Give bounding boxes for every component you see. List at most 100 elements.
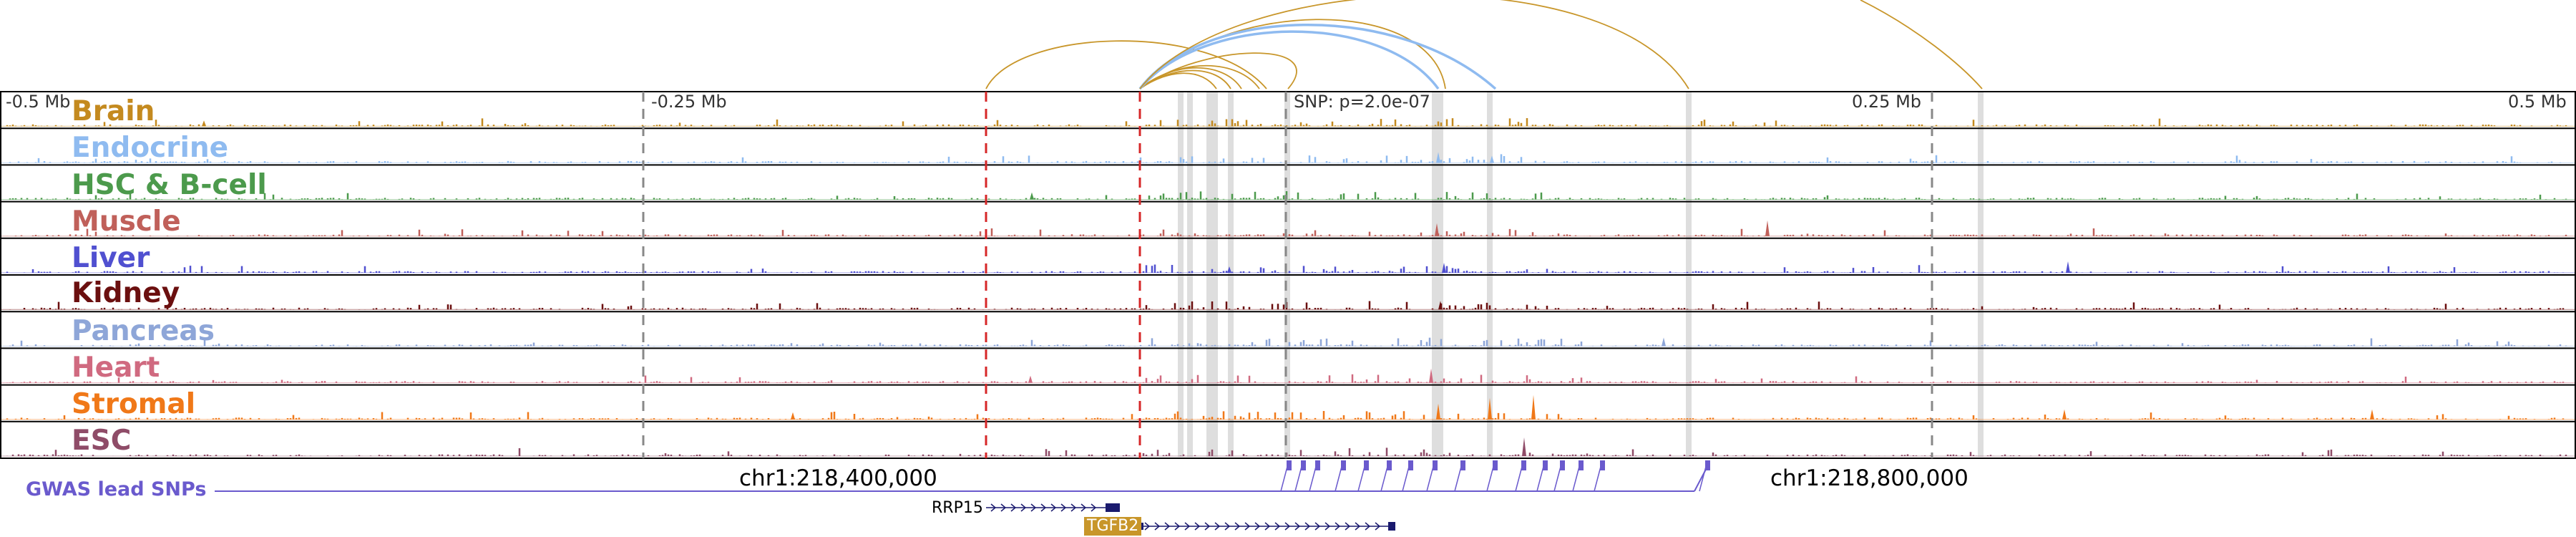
gene-strand-arrow: [1154, 522, 1161, 531]
track-label-brain: Brain: [72, 95, 155, 127]
scale-label-right-quarter: 0.25 Mb: [1852, 92, 1922, 112]
signal-peak-tall: [202, 120, 206, 127]
gwas-snp-marker: [1433, 460, 1438, 470]
gwas-snp-marker: [1705, 460, 1710, 470]
gene-label-tgfb2: TGFB2: [1084, 517, 1142, 536]
track-label-muscle: Muscle: [72, 205, 181, 238]
track-label-stromal: Stromal: [72, 388, 196, 420]
coordinate-label-right: chr1:218,800,000: [1770, 465, 1968, 491]
gene-strand-arrow: [1204, 522, 1211, 531]
track-label-pancreas: Pancreas: [72, 315, 215, 347]
gwas-snp-marker: [1364, 460, 1369, 470]
signal-peak-tall: [1227, 266, 1231, 273]
gene-strand-arrow: [1194, 522, 1201, 531]
scale-label-right: 0.5 Mb: [2508, 92, 2567, 112]
track-label-heart: Heart: [72, 352, 160, 384]
interaction-arc: [1139, 0, 1689, 90]
gene-strand-arrow: [1375, 522, 1381, 531]
gwas-snp-marker: [1301, 460, 1306, 470]
signal-peak-tall: [1490, 155, 1494, 163]
gwas-snp-marker: [1560, 460, 1565, 470]
gwas-snp-marker: [1287, 460, 1292, 470]
signal-peak-tall: [1435, 223, 1439, 236]
signal-peak-tall: [2062, 409, 2067, 420]
track-label-kidney: Kidney: [72, 277, 180, 309]
signal-peak-tall: [1442, 263, 1446, 273]
signal-peak-tall: [791, 412, 795, 420]
signal-tracks: [0, 91, 2576, 459]
gene-strand-arrow: [1144, 522, 1151, 531]
gene-strand-arrow: [1304, 522, 1311, 531]
gene-track: [986, 503, 1395, 531]
gene-strand-arrow: [1010, 503, 1017, 512]
gene-tgfb2-exon: [1388, 522, 1395, 531]
signal-peak-tall: [1531, 395, 1536, 420]
signal-peak-tall: [1488, 397, 1492, 420]
interaction-arc: [1138, 23, 1497, 90]
gene-strand-arrow: [1060, 503, 1067, 512]
gene-strand-arrow: [1224, 522, 1231, 531]
gene-strand-arrow: [1030, 503, 1037, 512]
track-label-hsc-b-cell: HSC & B-cell: [72, 169, 267, 201]
gene-strand-arrow: [1244, 522, 1251, 531]
interaction-arc: [1860, 0, 1983, 90]
interaction-arcs: [985, 0, 1983, 90]
gene-strand-arrow: [1164, 522, 1171, 531]
gene-strand-arrow: [1254, 522, 1261, 531]
gene-strand-arrow: [1080, 503, 1087, 512]
gene-strand-arrow: [1345, 522, 1351, 531]
gene-strand-arrow: [1284, 522, 1291, 531]
signal-peak-tall: [1438, 301, 1443, 310]
signal-peak-tall: [1662, 337, 1666, 347]
gwas-snp-marker: [1315, 460, 1320, 470]
signal-peak-tall: [1436, 152, 1440, 163]
gene-strand-arrow: [1355, 522, 1361, 531]
gwas-track-label: GWAS lead SNPs: [26, 478, 207, 500]
gwas-snp-marker: [1341, 460, 1346, 470]
signal-peak-tall: [2370, 409, 2374, 420]
interaction-arc: [1139, 52, 1297, 90]
signal-peak-tall: [1030, 192, 1034, 200]
gene-strand-arrow: [1274, 522, 1281, 531]
signal-peak-tall: [1429, 368, 1433, 383]
gene-strand-arrow: [1234, 522, 1241, 531]
gene-strand-arrow: [1070, 503, 1077, 512]
gwas-snp-marker: [1493, 460, 1498, 470]
track-label-endocrine: Endocrine: [72, 132, 229, 164]
gene-strand-arrow: [1174, 522, 1181, 531]
interaction-arc: [1138, 30, 1440, 90]
gene-strand-arrow: [1365, 522, 1371, 531]
gene-strand-arrow: [990, 503, 997, 512]
gwas-snp-marker: [1521, 460, 1526, 470]
signal-peak-tall: [2066, 261, 2070, 273]
gene-strand-arrow: [1314, 522, 1321, 531]
gene-strand-arrow: [1324, 522, 1331, 531]
gene-rrp15-exon: [1106, 503, 1120, 512]
gwas-track: [215, 460, 1710, 492]
signal-peak-tall: [1765, 220, 1770, 236]
gwas-snp-marker: [1460, 460, 1465, 470]
track-label-liver: Liver: [72, 242, 150, 274]
gene-strand-arrow: [1091, 503, 1097, 512]
gene-label-rrp15: RRP15: [932, 499, 983, 517]
coordinate-label-left: chr1:218,400,000: [739, 465, 937, 491]
gene-strand-arrow: [1335, 522, 1341, 531]
gwas-snp-marker: [1387, 460, 1392, 470]
signal-peak-tall: [1522, 437, 1526, 456]
gene-strand-arrow: [1214, 522, 1221, 531]
snp-pvalue-label: SNP: p=2.0e-07: [1294, 92, 1430, 112]
gene-strand-arrow: [1294, 522, 1301, 531]
gene-strand-arrow: [1264, 522, 1271, 531]
gwas-snp-marker: [1543, 460, 1548, 470]
gwas-snp-marker: [1408, 460, 1413, 470]
gene-strand-arrow: [1184, 522, 1191, 531]
gene-strand-arrow: [1000, 503, 1007, 512]
gwas-snp-marker: [1579, 460, 1584, 470]
interaction-arc: [985, 40, 1267, 90]
gene-strand-arrow: [1050, 503, 1057, 512]
scale-label-left-quarter: -0.25 Mb: [651, 92, 727, 112]
scale-label-left: -0.5 Mb: [6, 92, 71, 112]
gene-strand-arrow: [1020, 503, 1027, 512]
